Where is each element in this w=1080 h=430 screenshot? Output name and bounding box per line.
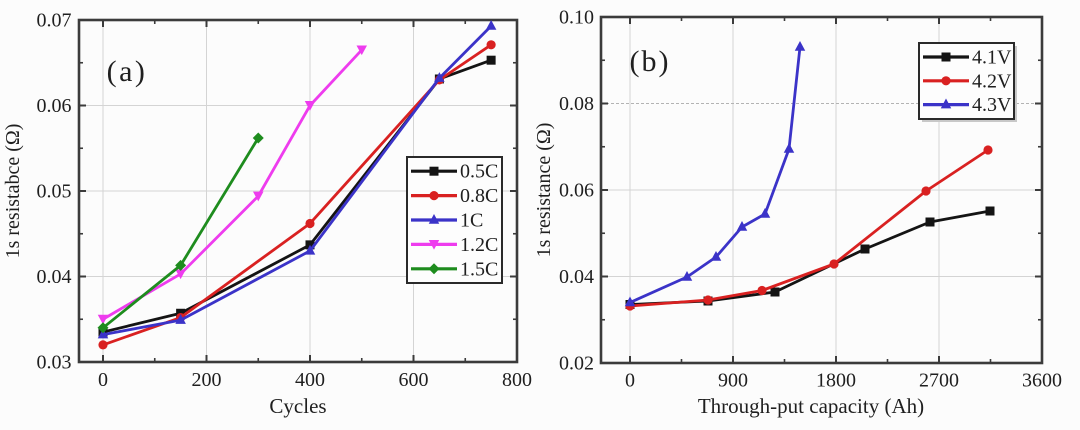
svg-text:Through-put capacity (Ah): Through-put capacity (Ah)	[698, 394, 924, 418]
svg-text:0.03: 0.03	[37, 352, 72, 374]
svg-text:1C: 1C	[460, 210, 483, 232]
svg-text:2700: 2700	[919, 370, 959, 392]
svg-text:1s resistabce (Ω): 1s resistabce (Ω)	[2, 124, 24, 259]
svg-text:4.2V: 4.2V	[972, 70, 1012, 92]
svg-text:0: 0	[98, 369, 108, 391]
svg-text:Cycles: Cycles	[269, 394, 326, 418]
svg-text:400: 400	[295, 369, 325, 391]
svg-text:0: 0	[625, 370, 635, 392]
svg-text:1800: 1800	[816, 370, 856, 392]
svg-text:3600: 3600	[1022, 370, 1062, 392]
svg-text:1.5C: 1.5C	[460, 258, 498, 280]
svg-text:600: 600	[399, 369, 429, 391]
svg-text:4.3V: 4.3V	[972, 94, 1012, 116]
svg-text:0.06: 0.06	[37, 95, 72, 117]
svg-text:0.04: 0.04	[559, 266, 594, 288]
svg-text:0.07: 0.07	[37, 10, 72, 32]
svg-text:0.05: 0.05	[37, 181, 72, 203]
svg-text:0.8C: 0.8C	[460, 185, 498, 207]
svg-text:200: 200	[192, 369, 222, 391]
svg-text:800: 800	[502, 369, 532, 391]
svg-text:1s resistance (Ω): 1s resistance (Ω)	[533, 123, 555, 258]
svg-text:0.06: 0.06	[559, 180, 594, 202]
svg-text:1.2C: 1.2C	[460, 234, 498, 256]
svg-text:0.08: 0.08	[559, 93, 594, 115]
svg-text:0.02: 0.02	[559, 353, 594, 375]
svg-text:(a): (a)	[107, 55, 148, 88]
svg-text:0.04: 0.04	[37, 266, 72, 288]
svg-text:0.10: 0.10	[559, 7, 594, 29]
svg-text:900: 900	[718, 370, 748, 392]
svg-text:4.1V: 4.1V	[972, 47, 1012, 69]
svg-text:0.5C: 0.5C	[460, 161, 498, 183]
svg-text:(b): (b)	[630, 45, 671, 78]
